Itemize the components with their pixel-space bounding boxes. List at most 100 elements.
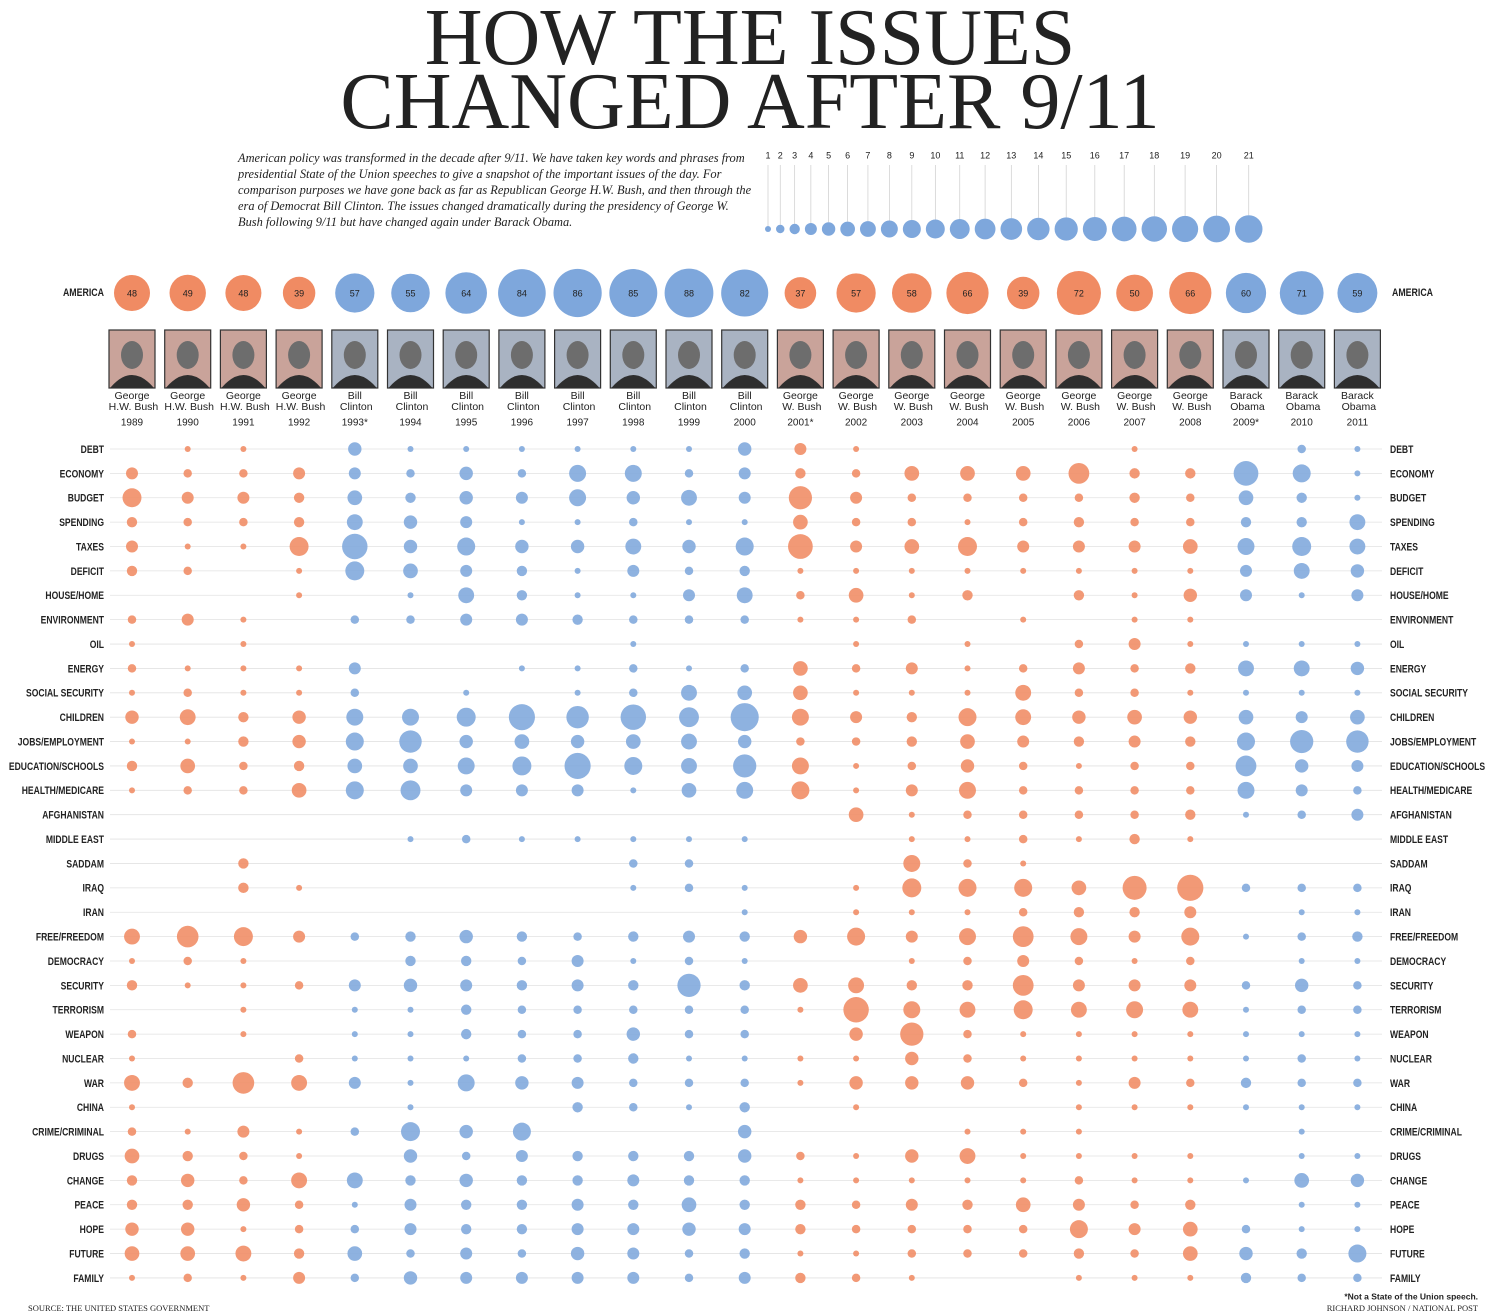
issue-bubble (1127, 709, 1142, 725)
issue-bubble (795, 1272, 806, 1284)
issue-bubble (129, 689, 135, 696)
portrait-shoulders (388, 375, 433, 388)
issue-bubble (239, 1151, 248, 1161)
america-bubble (553, 268, 602, 318)
legend-label: 19 (1180, 150, 1190, 160)
america-bubble (1116, 274, 1153, 312)
issue-bubble (346, 1172, 363, 1189)
issue-bubble (853, 689, 860, 696)
issue-bubble (851, 1200, 861, 1210)
issue-bubble (516, 590, 528, 601)
issue-bubble (572, 1175, 583, 1186)
issue-bubble (1295, 711, 1308, 724)
issue-bubble (517, 469, 527, 478)
issue-bubble (850, 540, 863, 553)
issue-bubble (1074, 493, 1084, 503)
america-bubble (1169, 271, 1212, 315)
issue-bubble (853, 762, 860, 769)
issue-bubble (627, 564, 640, 577)
issue-bubble (460, 979, 473, 992)
issue-bubble (1354, 909, 1361, 916)
issue-bubble (853, 787, 860, 794)
issue-bubble (129, 787, 135, 794)
issue-bubble (1185, 736, 1196, 747)
issue-bubble (629, 1103, 638, 1112)
issue-bubble (904, 539, 920, 554)
issue-bubble (1185, 809, 1196, 820)
portrait-shoulders (834, 375, 879, 388)
issue-bubble (1240, 1077, 1252, 1089)
issue-bubble (628, 1150, 639, 1162)
issue-bubble (240, 446, 247, 452)
issue-bubble (1073, 516, 1085, 528)
issue-bubble (1296, 516, 1307, 528)
issue-bubble (900, 1022, 924, 1046)
issue-bubble (741, 519, 748, 526)
portrait-head (288, 341, 311, 369)
legend-bubble (925, 219, 945, 239)
row-label: HOPE (1390, 1224, 1415, 1236)
issue-bubble (1354, 446, 1361, 452)
issue-bubble (735, 537, 754, 556)
issue-bubble (406, 615, 415, 624)
issue-bubble (403, 1149, 418, 1163)
issue-bubble (677, 973, 701, 997)
issue-bubble (572, 1102, 583, 1113)
issue-bubble (1185, 468, 1196, 479)
portrait-head (1012, 341, 1035, 369)
issue-bubble (1018, 834, 1028, 844)
issue-bubble (629, 1078, 638, 1088)
issue-bubble (739, 1199, 750, 1210)
row-label: DEFICIT (1390, 566, 1423, 578)
america-bubble (225, 274, 262, 312)
issue-bubble (851, 1224, 861, 1234)
america-bubble (113, 274, 151, 312)
row-label: FREE/FREEDOM (36, 932, 104, 944)
president-name: George W. Bush (1169, 390, 1211, 413)
issue-bubble (1298, 1128, 1305, 1135)
america-value: 49 (183, 288, 193, 298)
issue-bubble (239, 469, 248, 478)
issue-bubble (797, 1079, 804, 1086)
portrait-head (232, 341, 255, 369)
issue-bubble (908, 689, 915, 696)
row-label: FREE/FREEDOM (1390, 932, 1458, 944)
issue-bubble (518, 446, 525, 452)
issue-bubble (1354, 494, 1361, 501)
issue-bubble (620, 704, 647, 730)
issue-bubble (682, 539, 696, 554)
issue-bubble (1354, 1226, 1361, 1233)
issue-bubble (127, 1029, 137, 1039)
issue-bubble (407, 1055, 414, 1062)
issue-bubble (684, 956, 694, 966)
issue-bubble (739, 1175, 750, 1186)
issue-bubble (515, 491, 528, 504)
issue-bubble (849, 1076, 863, 1090)
issue-bubble (630, 446, 637, 452)
issue-bubble (1129, 468, 1140, 479)
row-label: AFGHANISTAN (42, 810, 104, 822)
issue-bubble (461, 1151, 471, 1161)
america-bubble (609, 269, 658, 317)
issue-bubble (960, 734, 975, 749)
issue-bubble (849, 1027, 863, 1041)
america-value: 72 (1074, 288, 1084, 298)
issue-bubble (905, 1051, 919, 1066)
issue-bubble (1354, 470, 1361, 477)
issue-bubble (848, 807, 864, 823)
issue-bubble (740, 1005, 749, 1014)
issue-bubble (347, 1246, 363, 1261)
issue-bubble (461, 1223, 472, 1235)
issue-bubble (686, 519, 692, 526)
issue-bubble (239, 1176, 248, 1185)
row-label: FUTURE (1390, 1249, 1425, 1261)
legend-bubble (859, 221, 876, 237)
row-label: FUTURE (69, 1249, 104, 1261)
issue-bubble (1241, 883, 1251, 893)
legend-bubble (1172, 215, 1199, 243)
issue-bubble (1068, 462, 1090, 484)
issue-bubble (963, 1029, 972, 1039)
issue-bubble (124, 1074, 140, 1091)
portrait-head (399, 341, 422, 369)
america-value: 50 (1130, 288, 1140, 298)
